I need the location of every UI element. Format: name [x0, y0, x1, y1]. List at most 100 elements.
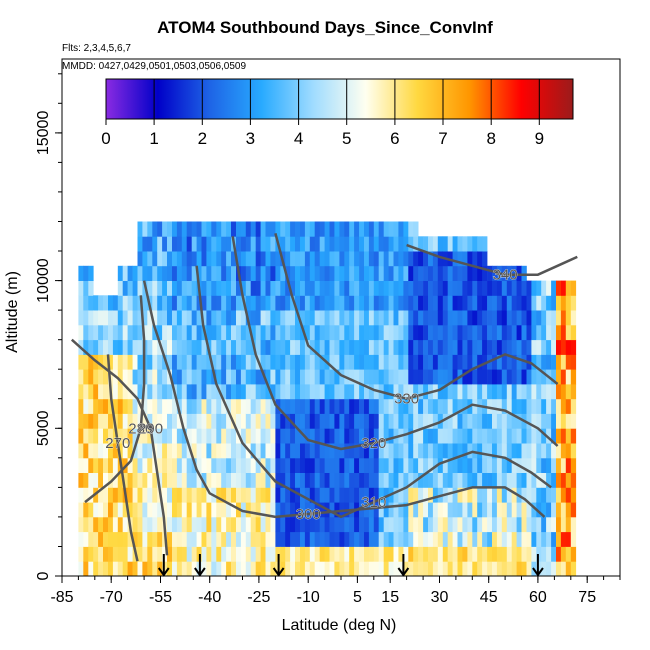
heatmap-cell: [423, 457, 429, 473]
heatmap-cell: [295, 324, 301, 341]
heatmap-cell: [428, 280, 434, 296]
heatmap-cell: [319, 457, 325, 473]
heatmap-cell: [413, 339, 419, 355]
colorbar-tick-label: 3: [246, 129, 255, 148]
heatmap-cell: [162, 472, 168, 488]
heatmap-cell: [260, 413, 266, 429]
heatmap-cell: [206, 428, 212, 444]
heatmap-cell: [132, 487, 138, 503]
heatmap-cell: [398, 251, 404, 267]
heatmap-cell: [393, 295, 399, 311]
heatmap-cell: [201, 428, 207, 444]
heatmap-cell: [147, 280, 153, 296]
heatmap-cell: [398, 310, 404, 326]
heatmap-cell: [570, 339, 577, 355]
heatmap-cell: [137, 487, 143, 503]
heatmap-cell: [546, 502, 552, 518]
heatmap-cell: [250, 324, 256, 341]
heatmap-cell: [270, 546, 276, 562]
heatmap-cell: [546, 561, 552, 577]
heatmap-cell: [393, 398, 399, 414]
heatmap-cell: [172, 369, 178, 385]
heatmap-cell: [492, 324, 498, 341]
heatmap-cell: [93, 295, 99, 311]
heatmap-cell: [492, 384, 498, 400]
heatmap-cell: [295, 251, 301, 267]
heatmap-cell: [344, 295, 350, 311]
heatmap-cell: [364, 487, 370, 503]
heatmap-cell: [211, 236, 217, 252]
heatmap-cell: [216, 369, 222, 385]
heatmap-cell: [137, 339, 143, 355]
heatmap-cell: [285, 324, 291, 341]
heatmap-cell: [393, 413, 399, 429]
heatmap-cell: [344, 531, 350, 547]
heatmap-cell: [295, 369, 301, 385]
heatmap-cell: [275, 487, 281, 503]
heatmap-cell: [319, 531, 325, 547]
heatmap-cell: [378, 324, 384, 341]
heatmap-cell: [260, 295, 266, 311]
heatmap-cell: [103, 310, 109, 326]
heatmap-cell: [142, 398, 148, 414]
heatmap-cell: [492, 502, 498, 518]
heatmap-cell: [501, 413, 508, 429]
heatmap-cell: [211, 251, 217, 267]
heatmap-cell: [93, 384, 99, 400]
heatmap-cell: [383, 384, 389, 400]
heatmap-cell: [378, 280, 384, 296]
heatmap-cell: [344, 561, 350, 577]
heatmap-cell: [541, 324, 547, 341]
heatmap-cell: [196, 221, 202, 237]
heatmap-cell: [531, 354, 537, 370]
heatmap-cell: [221, 384, 227, 400]
heatmap-cell: [304, 487, 311, 503]
heatmap-cell: [117, 428, 124, 444]
heatmap-cell: [526, 502, 532, 518]
heatmap-cell: [78, 516, 84, 533]
heatmap-cell: [231, 339, 237, 355]
heatmap-cell: [541, 443, 547, 459]
heatmap-cell: [304, 339, 311, 355]
heatmap-cell: [467, 531, 473, 547]
heatmap-cell: [339, 531, 345, 547]
heatmap-cell: [560, 561, 567, 577]
heatmap-cell: [304, 221, 311, 237]
heatmap-cell: [236, 531, 242, 547]
heatmap-cell: [255, 487, 261, 503]
heatmap-cell: [231, 561, 237, 577]
heatmap-cell: [487, 561, 493, 577]
heatmap-cell: [373, 295, 380, 311]
heatmap-cell: [157, 546, 163, 562]
heatmap-cell: [477, 443, 483, 459]
heatmap-cell: [570, 457, 577, 473]
heatmap-cell: [349, 413, 355, 429]
heatmap-cell: [428, 324, 434, 341]
heatmap-cell: [88, 472, 94, 488]
heatmap-cell: [127, 265, 133, 281]
heatmap-cell: [191, 236, 197, 252]
heatmap-cell: [137, 384, 143, 400]
heatmap-cell: [334, 236, 340, 252]
heatmap-cell: [546, 516, 552, 533]
heatmap-cell: [167, 295, 173, 311]
heatmap-cell: [98, 502, 104, 518]
heatmap-cell: [83, 384, 89, 400]
heatmap-cell: [226, 324, 232, 341]
heatmap-cell: [501, 369, 508, 385]
heatmap-cell: [324, 487, 330, 503]
heatmap-cell: [270, 310, 276, 326]
heatmap-cell: [137, 428, 143, 444]
heatmap-cell: [167, 398, 173, 414]
heatmap-cell: [531, 369, 537, 385]
heatmap-cell: [324, 324, 330, 341]
contour-310: [195, 265, 552, 519]
heatmap-cell: [93, 561, 99, 577]
heatmap-cell: [511, 280, 517, 296]
heatmap-cell: [373, 265, 380, 281]
heatmap-cell: [147, 384, 153, 400]
heatmap-cell: [329, 354, 335, 370]
heatmap-cell: [206, 324, 212, 341]
heatmap-cell: [393, 502, 399, 518]
contour-330: [274, 232, 559, 400]
